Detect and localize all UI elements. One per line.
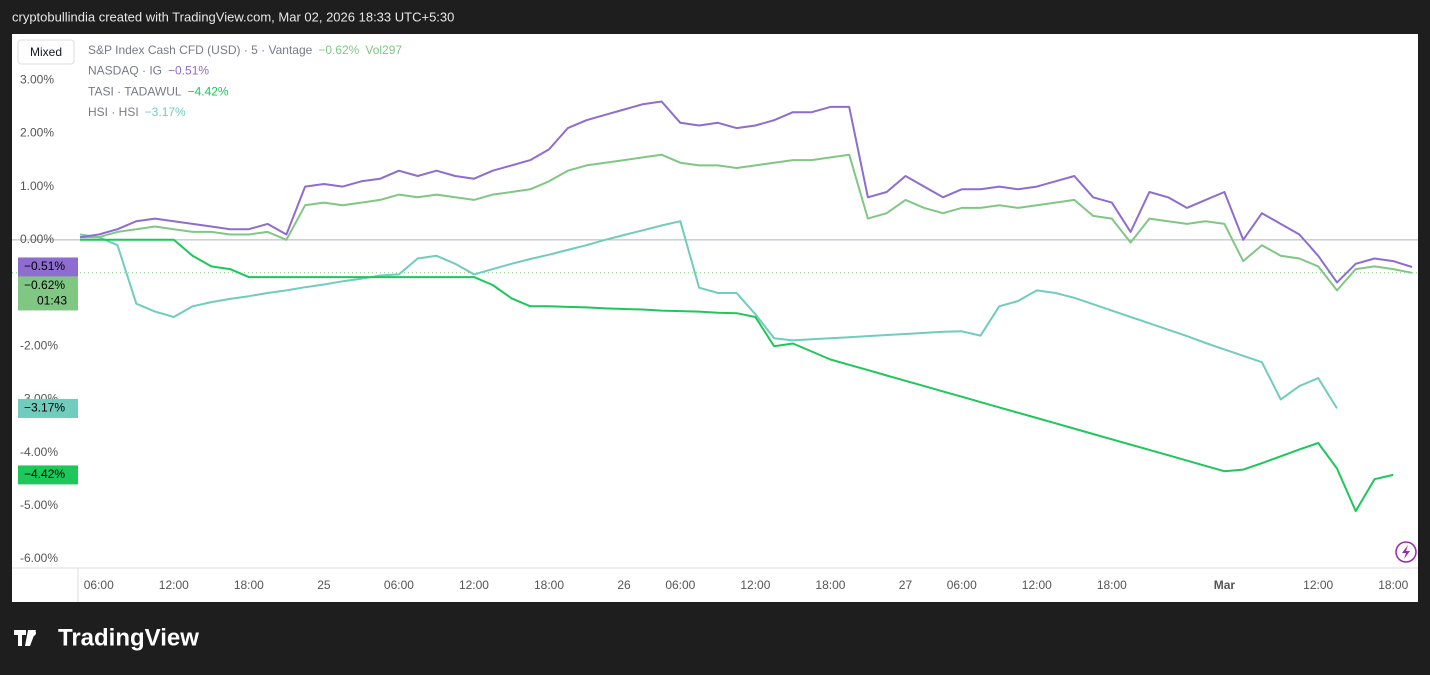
x-tick-label: 06:00 [384, 578, 414, 592]
axis-badge [18, 465, 78, 485]
series-line [80, 238, 1394, 513]
legend-change: −3.17% [145, 105, 186, 119]
x-tick-label: 12:00 [1303, 578, 1333, 592]
legend-entry: S&P Index Cash CFD (USD) · 5 · Vantage −0… [88, 43, 402, 57]
y-tick-label: 2.00% [20, 126, 54, 140]
legend-change: −0.51% [168, 64, 209, 78]
axis-badge-label: −0.51% [24, 259, 65, 273]
header-text: cryptobullindia created with TradingView… [12, 9, 454, 24]
x-tick-label: 25 [317, 578, 331, 592]
mixed-button-label[interactable]: Mixed [30, 45, 62, 59]
countdown: 01:43 [37, 294, 67, 308]
x-tick-label: 12:00 [459, 578, 489, 592]
y-tick-label: -5.00% [20, 498, 58, 512]
legend-entry: TASI · TADAWUL −4.42% [88, 85, 229, 99]
x-tick-label: 18:00 [534, 578, 564, 592]
legend-name: TASI · TADAWUL [88, 85, 182, 99]
legend-name: HSI · HSI [88, 105, 139, 119]
logo-dot [30, 630, 36, 636]
legend-entry: HSI · HSI −3.17% [88, 105, 186, 119]
x-tick-label: 18:00 [815, 578, 845, 592]
axis-badge-label: −4.42% [24, 467, 65, 481]
y-tick-label: 1.00% [20, 179, 54, 193]
x-tick-label: 06:00 [665, 578, 695, 592]
chart-panel [12, 34, 1418, 602]
logo-text: TradingView [58, 624, 199, 651]
x-tick-label: 27 [899, 578, 913, 592]
series-line [79, 220, 1338, 409]
y-tick-label: -6.00% [20, 551, 58, 565]
y-tick-label: 3.00% [20, 72, 54, 86]
x-tick-label: 06:00 [947, 578, 977, 592]
mixed-button[interactable] [17, 39, 75, 65]
axis-badge-label: −0.62% [24, 278, 65, 292]
volume-value: 297 [382, 43, 402, 57]
axis-badge [18, 276, 78, 311]
x-tick-label: 12:00 [159, 578, 189, 592]
y-tick-label: -4.00% [20, 445, 58, 459]
y-tick-label: 0.00% [20, 232, 54, 246]
volume-label: Vol [365, 43, 382, 57]
series-line [79, 100, 1413, 284]
alert-icon-bolt [1402, 545, 1410, 559]
y-tick-label: -2.00% [20, 338, 58, 352]
x-tick-label: 06:00 [84, 578, 114, 592]
legend-name: NASDAQ · IG [88, 64, 162, 78]
legend-name: S&P Index Cash CFD (USD) · 5 · Vantage [88, 43, 313, 57]
axis-badge [18, 398, 78, 418]
x-tick-label: 18:00 [1378, 578, 1408, 592]
x-tick-label: 12:00 [1022, 578, 1052, 592]
x-tick-label: 18:00 [234, 578, 264, 592]
series-line [80, 153, 1413, 292]
x-tick-label: 12:00 [740, 578, 770, 592]
x-tick-label: 26 [617, 578, 631, 592]
axis-badge [18, 257, 78, 277]
axis-badge-label: −3.17% [24, 401, 65, 415]
legend-change: −0.62% [318, 43, 359, 57]
legend-change: −4.42% [188, 85, 229, 99]
logo [14, 630, 36, 646]
x-tick-label: Mar [1214, 578, 1236, 592]
x-tick-label: 18:00 [1097, 578, 1127, 592]
legend-entry: NASDAQ · IG −0.51% [88, 64, 209, 78]
